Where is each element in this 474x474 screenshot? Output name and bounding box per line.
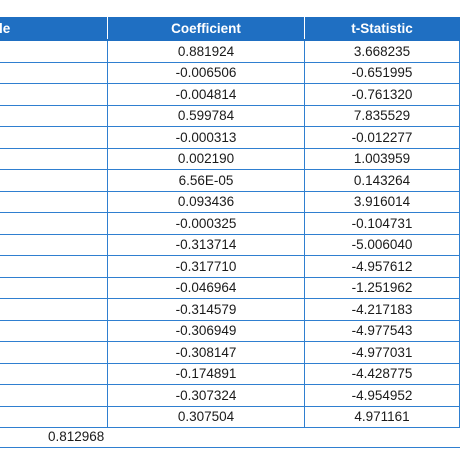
- table-row: -0.174891 -4.428775: [0, 363, 460, 385]
- t-statistic-cell: 4.971161: [304, 406, 460, 428]
- coefficient-cell: 6.56E-05: [107, 169, 305, 192]
- coefficient-cell: -0.313714: [107, 234, 305, 256]
- t-statistic-cell: -0.651995: [304, 62, 460, 84]
- t-statistic-cell: 0.143264: [304, 169, 460, 192]
- table-row: 0.002190 1.003959: [0, 148, 460, 170]
- table-row: -0.307324 -4.954952: [0, 384, 460, 407]
- table-row: -0.317710 -4.957612: [0, 255, 460, 278]
- table-row: -0.306949 -4.977543: [0, 320, 460, 342]
- variable-cell: [0, 126, 108, 149]
- table-body: 0.881924 3.668235 -0.006506 -0.651995 -0.004…: [0, 40, 460, 428]
- regression-table: le Coefficient t-Statistic 0.881924 3.668…: [0, 17, 460, 428]
- table-row: 6.56E-05 0.143264: [0, 169, 460, 192]
- variable-cell: [0, 255, 108, 278]
- r-squared-value: 0.812968: [48, 429, 105, 444]
- variable-cell: [0, 62, 108, 84]
- table-row: -0.004814 -0.761320: [0, 83, 460, 106]
- table-row: -0.314579 -4.217183: [0, 298, 460, 321]
- coefficient-cell: -0.000313: [107, 126, 305, 149]
- t-statistic-cell: -1.251962: [304, 277, 460, 299]
- coefficient-cell: 0.599784: [107, 105, 305, 127]
- t-statistic-cell: -4.977031: [304, 341, 460, 364]
- coefficient-cell: -0.004814: [107, 83, 305, 106]
- coefficient-cell: -0.046964: [107, 277, 305, 299]
- variable-cell: [0, 384, 108, 407]
- variable-cell: [0, 320, 108, 342]
- variable-cell: [0, 212, 108, 235]
- table-row: 0.307504 4.971161: [0, 406, 460, 428]
- coefficient-cell: -0.308147: [107, 341, 305, 364]
- variable-cell: [0, 83, 108, 106]
- table-row: -0.313714 -5.006040: [0, 234, 460, 256]
- t-statistic-cell: -0.761320: [304, 83, 460, 106]
- t-statistic-cell: -4.977543: [304, 320, 460, 342]
- variable-cell: [0, 40, 108, 63]
- t-statistic-cell: 3.916014: [304, 191, 460, 213]
- t-statistic-cell: 1.003959: [304, 148, 460, 170]
- t-statistic-cell: -0.104731: [304, 212, 460, 235]
- coefficient-cell: -0.307324: [107, 384, 305, 407]
- variable-cell: [0, 169, 108, 192]
- coefficient-cell: 0.002190: [107, 148, 305, 170]
- table-row: -0.046964 -1.251962: [0, 277, 460, 299]
- t-statistic-cell: -4.954952: [304, 384, 460, 407]
- variable-cell: [0, 105, 108, 127]
- variable-cell: [0, 277, 108, 299]
- header-variable: le: [0, 17, 108, 41]
- t-statistic-cell: -5.006040: [304, 234, 460, 256]
- t-statistic-cell: -4.957612: [304, 255, 460, 278]
- variable-cell: [0, 298, 108, 321]
- table-row: 0.881924 3.668235: [0, 40, 460, 63]
- t-statistic-cell: -4.428775: [304, 363, 460, 385]
- table-row: 0.599784 7.835529: [0, 105, 460, 127]
- table-row: -0.000325 -0.104731: [0, 212, 460, 235]
- coefficient-cell: -0.174891: [107, 363, 305, 385]
- table-header-row: le Coefficient t-Statistic: [0, 17, 460, 41]
- coefficient-cell: -0.306949: [107, 320, 305, 342]
- coefficient-cell: 0.307504: [107, 406, 305, 428]
- table-row: -0.308147 -4.977031: [0, 341, 460, 364]
- variable-cell: [0, 363, 108, 385]
- coefficient-cell: -0.006506: [107, 62, 305, 84]
- variable-cell: [0, 191, 108, 213]
- coefficient-cell: -0.317710: [107, 255, 305, 278]
- table-row: 0.093436 3.916014: [0, 191, 460, 213]
- variable-cell: [0, 406, 108, 428]
- coefficient-cell: 0.093436: [107, 191, 305, 213]
- t-statistic-cell: 3.668235: [304, 40, 460, 63]
- coefficient-cell: -0.000325: [107, 212, 305, 235]
- t-statistic-cell: 7.835529: [304, 105, 460, 127]
- coefficient-cell: -0.314579: [107, 298, 305, 321]
- t-statistic-cell: -4.217183: [304, 298, 460, 321]
- table-row: -0.006506 -0.651995: [0, 62, 460, 84]
- variable-cell: [0, 148, 108, 170]
- variable-cell: [0, 341, 108, 364]
- header-coefficient: Coefficient: [107, 17, 305, 41]
- variable-cell: [0, 234, 108, 256]
- header-t-statistic: t-Statistic: [304, 17, 460, 41]
- coefficient-cell: 0.881924: [107, 40, 305, 63]
- t-statistic-cell: -0.012277: [304, 126, 460, 149]
- table-row: -0.000313 -0.012277: [0, 126, 460, 149]
- summary-row: 0.812968: [0, 426, 460, 448]
